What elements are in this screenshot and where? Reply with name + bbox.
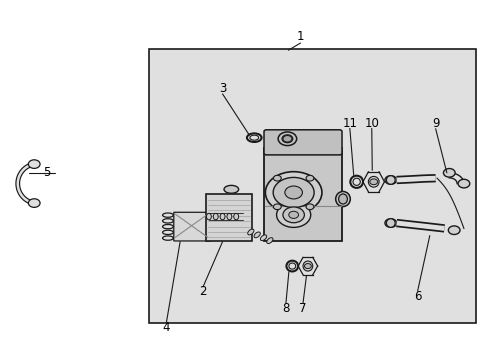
Ellipse shape bbox=[338, 194, 346, 204]
Ellipse shape bbox=[266, 238, 272, 243]
Ellipse shape bbox=[288, 263, 295, 269]
Ellipse shape bbox=[303, 261, 312, 271]
Circle shape bbox=[283, 207, 304, 223]
Ellipse shape bbox=[386, 219, 394, 227]
Circle shape bbox=[369, 179, 377, 185]
Ellipse shape bbox=[367, 176, 378, 187]
Circle shape bbox=[28, 160, 40, 168]
Circle shape bbox=[265, 172, 321, 213]
Circle shape bbox=[304, 264, 311, 269]
Text: 10: 10 bbox=[364, 117, 378, 130]
Circle shape bbox=[273, 175, 281, 181]
Ellipse shape bbox=[286, 261, 298, 271]
Circle shape bbox=[443, 168, 454, 177]
Ellipse shape bbox=[352, 178, 360, 185]
Ellipse shape bbox=[220, 213, 224, 220]
Bar bbox=[264, 148, 341, 241]
Bar bbox=[149, 49, 475, 323]
Ellipse shape bbox=[335, 192, 349, 207]
Circle shape bbox=[273, 177, 313, 208]
Circle shape bbox=[288, 211, 298, 219]
Text: 7: 7 bbox=[299, 302, 306, 315]
Text: 5: 5 bbox=[43, 166, 51, 179]
FancyBboxPatch shape bbox=[264, 130, 341, 155]
Text: 1: 1 bbox=[296, 30, 304, 43]
Text: 6: 6 bbox=[413, 290, 421, 303]
Ellipse shape bbox=[247, 229, 253, 235]
Text: 4: 4 bbox=[163, 320, 170, 333]
Ellipse shape bbox=[349, 176, 362, 188]
Text: 3: 3 bbox=[219, 82, 226, 95]
Ellipse shape bbox=[260, 235, 266, 240]
Circle shape bbox=[447, 226, 459, 234]
Text: 8: 8 bbox=[282, 302, 289, 315]
Circle shape bbox=[276, 202, 310, 228]
Circle shape bbox=[384, 219, 396, 227]
Polygon shape bbox=[173, 212, 210, 241]
Ellipse shape bbox=[206, 213, 211, 220]
Text: 11: 11 bbox=[342, 117, 357, 130]
Ellipse shape bbox=[233, 213, 238, 220]
Ellipse shape bbox=[249, 135, 258, 140]
Circle shape bbox=[285, 186, 302, 199]
Ellipse shape bbox=[246, 134, 261, 142]
Text: 9: 9 bbox=[431, 117, 439, 130]
Circle shape bbox=[273, 204, 281, 210]
Circle shape bbox=[457, 179, 469, 188]
Circle shape bbox=[305, 175, 313, 181]
Ellipse shape bbox=[224, 185, 238, 193]
Circle shape bbox=[384, 176, 396, 184]
Ellipse shape bbox=[282, 135, 292, 143]
Ellipse shape bbox=[226, 213, 231, 220]
Circle shape bbox=[283, 135, 291, 142]
Bar bbox=[205, 194, 251, 241]
Circle shape bbox=[28, 199, 40, 207]
Circle shape bbox=[305, 204, 313, 210]
Ellipse shape bbox=[254, 232, 260, 238]
Ellipse shape bbox=[213, 213, 218, 220]
Ellipse shape bbox=[278, 132, 296, 145]
Text: 2: 2 bbox=[199, 285, 206, 298]
Ellipse shape bbox=[386, 176, 394, 184]
